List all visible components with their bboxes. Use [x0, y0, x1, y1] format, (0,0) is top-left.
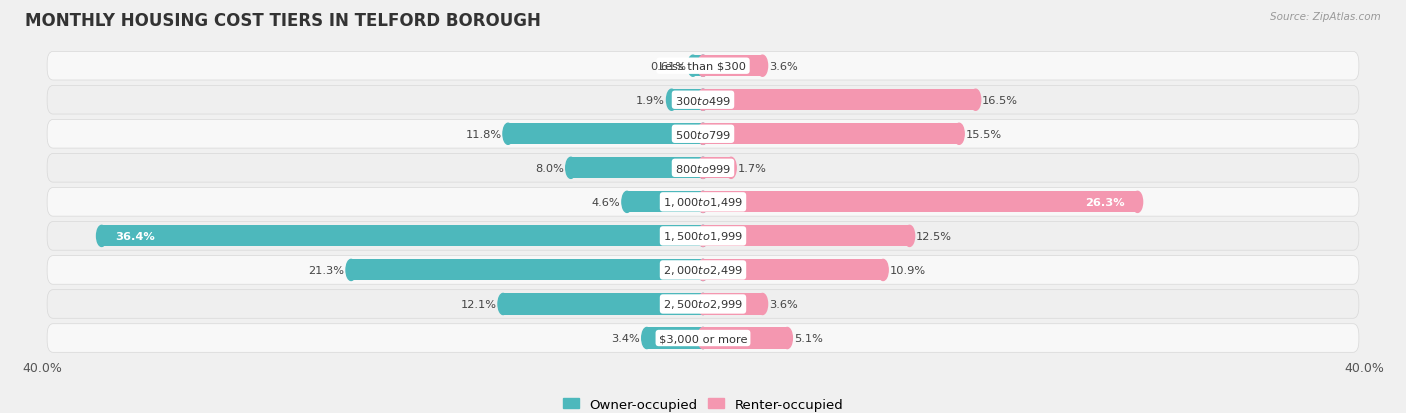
Text: 1.9%: 1.9%	[636, 95, 665, 105]
Text: 26.3%: 26.3%	[1084, 197, 1125, 207]
Text: 1.7%: 1.7%	[738, 164, 766, 173]
Bar	[352, 260, 703, 281]
Bar	[703, 56, 762, 77]
Circle shape	[697, 260, 709, 281]
Legend: Owner-occupied, Renter-occupied: Owner-occupied, Renter-occupied	[558, 392, 848, 413]
Text: 4.6%: 4.6%	[592, 197, 620, 207]
Text: 16.5%: 16.5%	[983, 95, 1018, 105]
Text: 3.6%: 3.6%	[769, 299, 797, 309]
Circle shape	[97, 226, 107, 247]
Bar	[703, 158, 731, 179]
FancyBboxPatch shape	[48, 86, 1358, 115]
Text: Less than $300: Less than $300	[659, 62, 747, 71]
Text: 10.9%: 10.9%	[890, 265, 925, 275]
Circle shape	[697, 158, 709, 179]
Circle shape	[697, 192, 709, 213]
Circle shape	[697, 56, 709, 77]
Circle shape	[697, 328, 709, 349]
Circle shape	[1132, 192, 1143, 213]
Text: 36.4%: 36.4%	[115, 231, 155, 241]
Text: Source: ZipAtlas.com: Source: ZipAtlas.com	[1270, 12, 1381, 22]
Text: 5.1%: 5.1%	[794, 333, 823, 343]
Bar	[703, 260, 883, 281]
Text: 0.61%: 0.61%	[651, 62, 686, 71]
FancyBboxPatch shape	[48, 52, 1358, 81]
Circle shape	[503, 124, 513, 145]
Text: $2,000 to $2,499: $2,000 to $2,499	[664, 264, 742, 277]
Circle shape	[565, 158, 576, 179]
Text: $1,000 to $1,499: $1,000 to $1,499	[664, 196, 742, 209]
Bar	[703, 192, 1137, 213]
Circle shape	[697, 90, 709, 111]
Circle shape	[498, 294, 508, 315]
Circle shape	[688, 56, 697, 77]
Circle shape	[725, 158, 737, 179]
Circle shape	[697, 226, 709, 247]
Circle shape	[697, 90, 709, 111]
Text: $1,500 to $1,999: $1,500 to $1,999	[664, 230, 742, 243]
Text: 8.0%: 8.0%	[536, 164, 564, 173]
Text: $500 to $799: $500 to $799	[675, 128, 731, 140]
Circle shape	[782, 328, 793, 349]
FancyBboxPatch shape	[48, 290, 1358, 318]
Text: MONTHLY HOUSING COST TIERS IN TELFORD BOROUGH: MONTHLY HOUSING COST TIERS IN TELFORD BO…	[25, 12, 541, 30]
Bar	[571, 158, 703, 179]
Text: 11.8%: 11.8%	[465, 129, 502, 140]
Text: $300 to $499: $300 to $499	[675, 95, 731, 107]
Circle shape	[697, 294, 709, 315]
Circle shape	[666, 90, 676, 111]
FancyBboxPatch shape	[48, 154, 1358, 183]
Bar	[101, 226, 703, 247]
Text: 12.1%: 12.1%	[461, 299, 496, 309]
Circle shape	[758, 56, 768, 77]
Bar	[703, 226, 910, 247]
FancyBboxPatch shape	[48, 222, 1358, 251]
Text: $800 to $999: $800 to $999	[675, 162, 731, 174]
Text: 12.5%: 12.5%	[917, 231, 952, 241]
Circle shape	[697, 56, 709, 77]
FancyBboxPatch shape	[48, 256, 1358, 285]
Text: 3.6%: 3.6%	[769, 62, 797, 71]
Bar	[627, 192, 703, 213]
Circle shape	[697, 158, 709, 179]
Text: 21.3%: 21.3%	[308, 265, 344, 275]
Bar	[703, 294, 762, 315]
Bar	[693, 56, 703, 77]
FancyBboxPatch shape	[48, 188, 1358, 217]
Circle shape	[953, 124, 965, 145]
Bar	[703, 90, 976, 111]
Circle shape	[697, 328, 709, 349]
Circle shape	[758, 294, 768, 315]
Circle shape	[641, 328, 652, 349]
Circle shape	[970, 90, 981, 111]
Text: $2,500 to $2,999: $2,500 to $2,999	[664, 298, 742, 311]
Circle shape	[697, 192, 709, 213]
Text: 15.5%: 15.5%	[966, 129, 1002, 140]
Circle shape	[346, 260, 356, 281]
Circle shape	[877, 260, 889, 281]
Bar	[703, 328, 787, 349]
Circle shape	[621, 192, 633, 213]
Text: 3.4%: 3.4%	[612, 333, 640, 343]
Bar	[647, 328, 703, 349]
Bar	[508, 124, 703, 145]
Circle shape	[697, 294, 709, 315]
FancyBboxPatch shape	[48, 324, 1358, 352]
Circle shape	[904, 226, 915, 247]
Circle shape	[697, 124, 709, 145]
Text: $3,000 or more: $3,000 or more	[659, 333, 747, 343]
Circle shape	[697, 226, 709, 247]
Bar	[503, 294, 703, 315]
Bar	[703, 124, 959, 145]
Circle shape	[697, 260, 709, 281]
FancyBboxPatch shape	[48, 120, 1358, 149]
Circle shape	[697, 124, 709, 145]
Bar	[672, 90, 703, 111]
